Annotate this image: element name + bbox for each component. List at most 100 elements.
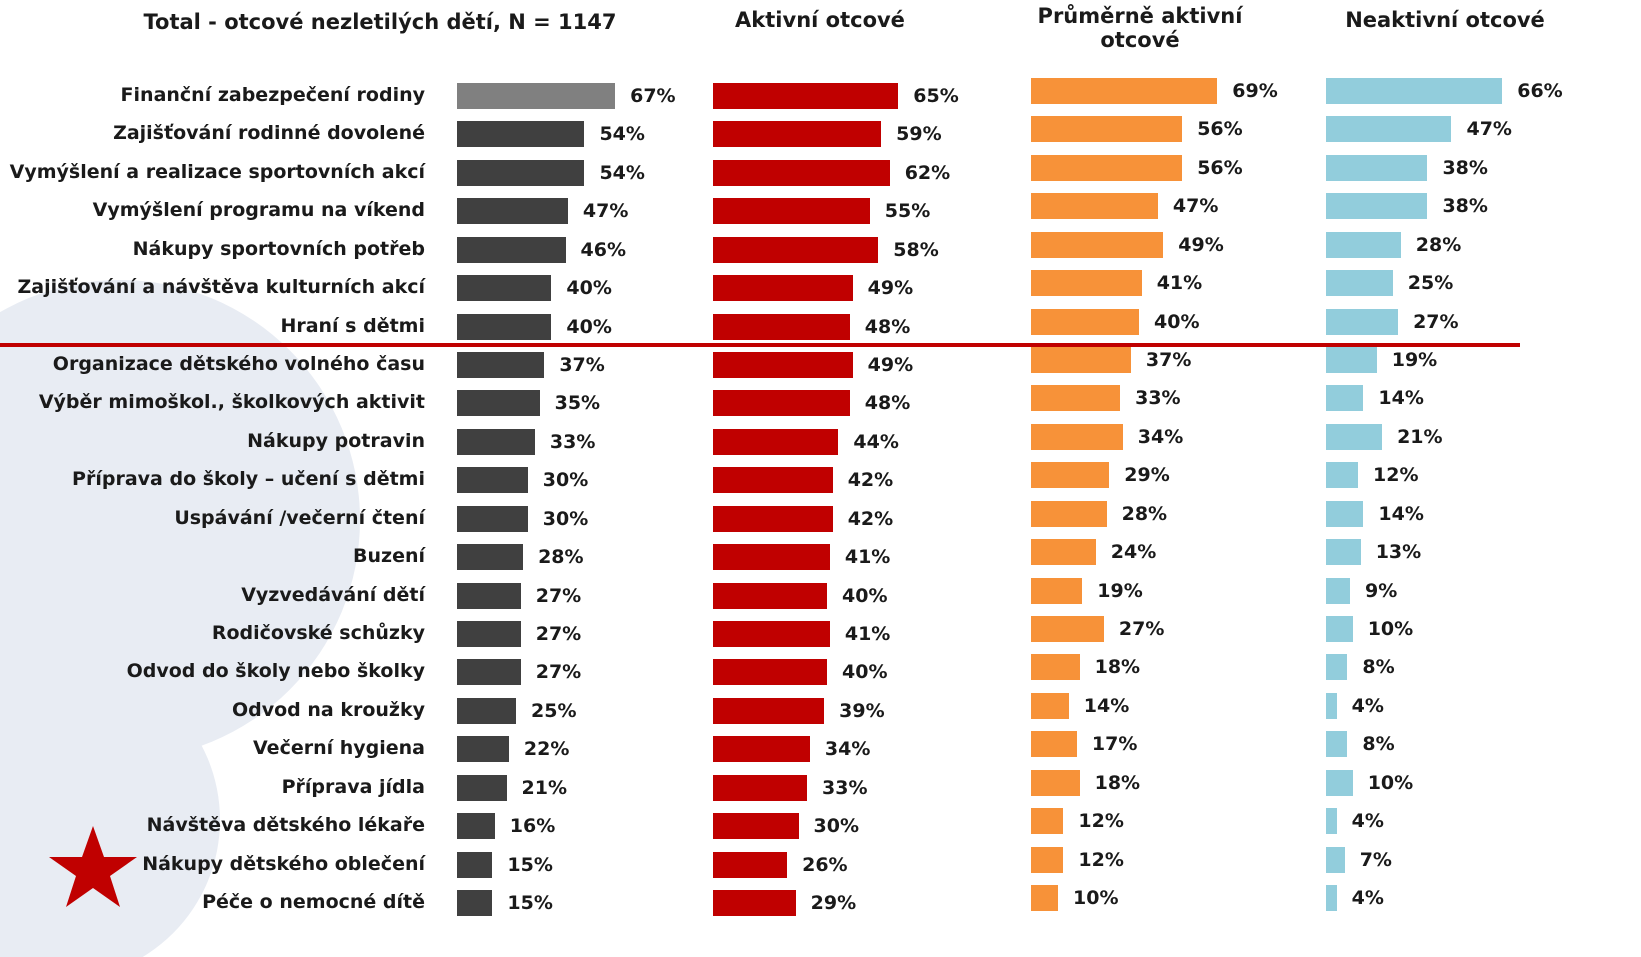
bar (1031, 424, 1123, 450)
bar (1326, 693, 1337, 719)
value-label: 33% (550, 433, 595, 452)
bar (1326, 270, 1393, 296)
value-label: 10% (1073, 889, 1118, 908)
value-label: 58% (893, 241, 938, 260)
value-label: 59% (896, 125, 941, 144)
value-label: 27% (1119, 620, 1164, 639)
value-label: 17% (1092, 735, 1137, 754)
panel-title: Aktivní otcové (700, 8, 940, 32)
value-label: 40% (566, 279, 611, 298)
bar (713, 813, 799, 839)
value-label: 56% (1197, 159, 1242, 178)
category-label: Odvod do školy nebo školky (127, 662, 425, 681)
value-label: 54% (599, 164, 644, 183)
category-label: Večerní hygiena (253, 739, 425, 758)
category-label: Příprava jídla (282, 778, 425, 797)
bar (1031, 770, 1080, 796)
category-label: Rodičovské schůzky (212, 624, 425, 643)
bar (1031, 578, 1082, 604)
value-label: 44% (853, 433, 898, 452)
value-label: 40% (1154, 313, 1199, 332)
value-label: 41% (845, 625, 890, 644)
panel-title: Neaktivní otcové (1320, 8, 1570, 32)
bar (713, 121, 881, 147)
bar (457, 160, 584, 186)
bar (457, 775, 507, 801)
value-label: 66% (1517, 82, 1562, 101)
bar (1031, 116, 1182, 142)
bar (457, 198, 568, 224)
category-label: Odvod na kroužky (232, 701, 425, 720)
bar (1031, 539, 1096, 565)
category-label: Vyzvedávání dětí (241, 586, 425, 605)
value-label: 33% (822, 779, 867, 798)
bar (457, 736, 509, 762)
bar (713, 352, 853, 378)
category-label: Hraní s dětmi (280, 317, 425, 336)
bar (457, 467, 528, 493)
value-label: 19% (1097, 582, 1142, 601)
bar (1031, 616, 1104, 642)
value-label: 39% (839, 702, 884, 721)
category-label: Finanční zabezpečení rodiny (121, 86, 425, 105)
bar (1326, 347, 1377, 373)
value-label: 56% (1197, 120, 1242, 139)
value-label: 48% (865, 394, 910, 413)
bar (713, 890, 796, 916)
value-label: 25% (531, 702, 576, 721)
value-label: 21% (1397, 428, 1442, 447)
category-label: Nákupy sportovních potřeb (133, 240, 425, 259)
bar (1326, 501, 1363, 527)
value-label: 29% (1124, 466, 1169, 485)
bar (713, 467, 833, 493)
value-label: 49% (868, 279, 913, 298)
value-label: 30% (543, 510, 588, 529)
category-label: Příprava do školy – učení s dětmi (72, 470, 425, 489)
value-label: 55% (885, 202, 930, 221)
value-label: 16% (510, 817, 555, 836)
value-label: 8% (1362, 658, 1394, 677)
category-label: Výběr mimoškol., školkových aktivit (39, 393, 425, 412)
bar (1326, 155, 1427, 181)
value-label: 34% (1138, 428, 1183, 447)
category-label: Vymýšlení a realizace sportovních akcí (10, 163, 425, 182)
bar (1326, 232, 1401, 258)
value-label: 40% (842, 587, 887, 606)
bar (457, 390, 540, 416)
bar (1326, 731, 1347, 757)
bar (457, 659, 521, 685)
bar (457, 852, 492, 878)
value-label: 12% (1078, 851, 1123, 870)
bar (1326, 770, 1353, 796)
value-label: 48% (865, 318, 910, 337)
bar (1326, 309, 1398, 335)
bar (1031, 78, 1217, 104)
bar (713, 198, 870, 224)
value-label: 42% (848, 510, 893, 529)
value-label: 14% (1378, 389, 1423, 408)
value-label: 18% (1095, 658, 1140, 677)
value-label: 27% (536, 587, 581, 606)
value-label: 47% (1173, 197, 1218, 216)
bar (457, 429, 535, 455)
bar (1031, 808, 1063, 834)
bar (1031, 270, 1142, 296)
value-label: 54% (599, 125, 644, 144)
bar (713, 544, 830, 570)
value-label: 67% (630, 87, 675, 106)
value-label: 12% (1373, 466, 1418, 485)
bar (1326, 462, 1358, 488)
value-label: 65% (913, 87, 958, 106)
value-label: 34% (825, 740, 870, 759)
value-label: 13% (1376, 543, 1421, 562)
category-label: Buzení (353, 547, 425, 566)
bar (457, 813, 495, 839)
bar (1031, 347, 1131, 373)
value-label: 4% (1352, 697, 1384, 716)
panel-title: Total - otcové nezletilých dětí, N = 114… (140, 10, 620, 34)
category-label: Zajišťování rodinné dovolené (113, 124, 425, 143)
category-label: Nákupy dětského oblečení (142, 855, 425, 874)
bar (1031, 155, 1182, 181)
value-label: 28% (1122, 505, 1167, 524)
value-label: 26% (802, 856, 847, 875)
